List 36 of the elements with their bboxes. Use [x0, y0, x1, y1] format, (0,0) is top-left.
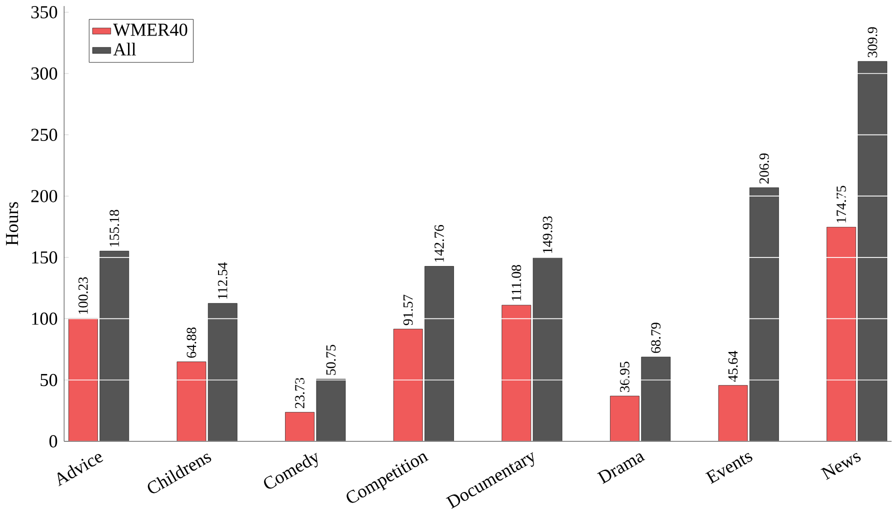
bar	[750, 187, 779, 442]
x-tick-label: News	[820, 452, 861, 480]
bar	[424, 266, 454, 442]
y-tick-label: 100	[32, 312, 58, 325]
data-label: 36.95	[620, 362, 630, 392]
y-tick-label: 350	[31, 6, 58, 18]
bar	[208, 303, 238, 442]
bar	[316, 378, 346, 442]
bar	[858, 61, 888, 442]
data-label: 68.79	[651, 322, 661, 353]
legend-label: All	[113, 42, 136, 56]
data-label: 50.75	[326, 344, 336, 375]
y-tick-label: 250	[31, 128, 58, 141]
data-label: 155.18	[110, 210, 120, 246]
data-label: 45.64	[728, 350, 738, 382]
y-tick-label: 150	[32, 251, 58, 264]
bar	[641, 356, 671, 442]
data-label: 100.23	[78, 277, 88, 314]
data-label: 206.9	[759, 153, 769, 184]
data-label: 142.76	[434, 224, 444, 262]
data-label: 64.88	[186, 327, 196, 358]
data-label: 23.73	[295, 378, 304, 408]
data-label: 149.93	[542, 216, 552, 253]
y-tick-label: 300	[31, 67, 58, 80]
y-tick-label: 0	[49, 435, 58, 448]
data-label: 174.75	[836, 186, 846, 222]
bar	[100, 250, 130, 442]
y-tick-label: 50	[40, 374, 58, 386]
bar	[532, 257, 562, 442]
data-label: 309.9	[868, 27, 878, 58]
data-label: 111.08	[512, 264, 522, 300]
data-label: 91.57	[403, 294, 413, 326]
y-axis-title: Hours	[6, 202, 18, 246]
y-tick-label: 200	[31, 190, 58, 202]
legend-label: WMER40	[113, 24, 188, 36]
data-label: 112.54	[218, 262, 228, 299]
